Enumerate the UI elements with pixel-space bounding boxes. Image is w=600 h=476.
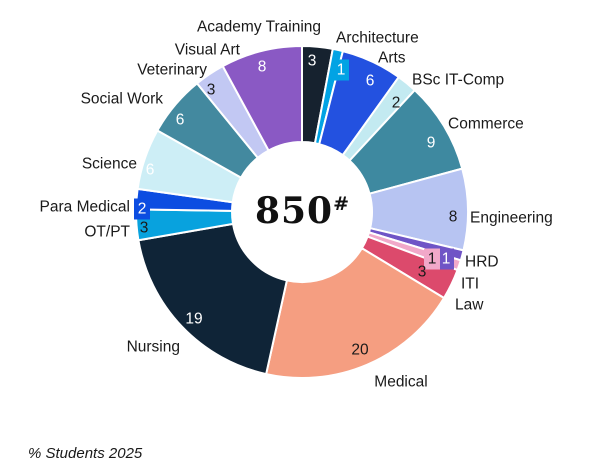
value-box-hrd — [438, 248, 454, 270]
category-label-commerce: Commerce — [448, 116, 524, 133]
category-label-social-work: Social Work — [81, 91, 164, 108]
category-label-iti: ITI — [461, 276, 479, 293]
category-label-academy-training: Academy Training — [197, 19, 321, 36]
category-label-engineering: Engineering — [470, 210, 553, 227]
value-label-commerce: 9 — [427, 135, 436, 152]
value-label-arts: 6 — [366, 73, 375, 90]
chart-footnote: % Students 2025 — [28, 445, 143, 462]
total-students-value: 850 — [254, 190, 334, 232]
category-label-science: Science — [82, 156, 137, 173]
category-label-architecture: Architecture — [336, 30, 419, 47]
category-label-hrd: HRD — [465, 254, 499, 271]
value-label-para-medical: 2 — [138, 201, 147, 218]
category-label-veterinary: Veterinary — [137, 62, 207, 79]
value-label-architecture: 1 — [337, 62, 346, 79]
value-label-veterinary: 3 — [207, 82, 216, 99]
value-label-nursing: 19 — [185, 311, 202, 328]
value-label-engineering: 8 — [449, 209, 458, 226]
donut-center-total: 850# — [255, 190, 349, 232]
value-label-science: 6 — [146, 162, 155, 179]
category-label-medical: Medical — [374, 374, 427, 391]
category-label-ot-pt: OT/PT — [84, 224, 130, 241]
category-label-arts: Arts — [378, 50, 406, 67]
value-label-hrd: 1 — [442, 251, 451, 268]
value-box-iti — [424, 248, 440, 270]
slice-visual-art — [221, 45, 303, 152]
value-label-iti: 1 — [428, 251, 437, 268]
category-label-nursing: Nursing — [127, 339, 180, 356]
category-label-law: Law — [455, 297, 484, 314]
value-label-ot-pt: 3 — [140, 220, 149, 237]
slice-nursing — [137, 222, 288, 376]
category-label-visual-art: Visual Art — [175, 42, 241, 59]
value-label-bsc-it-comp: 2 — [392, 95, 401, 112]
total-footnote-marker: # — [333, 193, 350, 215]
category-label-bsc-it-comp: BSc IT-Comp — [412, 72, 504, 89]
slice-medical — [265, 247, 446, 379]
value-box-architecture — [333, 59, 349, 81]
value-box-para-medical — [134, 198, 150, 220]
value-label-social-work: 6 — [176, 112, 185, 129]
value-label-academy-training: 3 — [308, 53, 317, 70]
category-label-para-medical: Para Medical — [40, 199, 130, 216]
value-label-visual-art: 8 — [258, 59, 267, 76]
value-label-medical: 20 — [351, 342, 369, 359]
value-label-law: 3 — [418, 264, 427, 281]
